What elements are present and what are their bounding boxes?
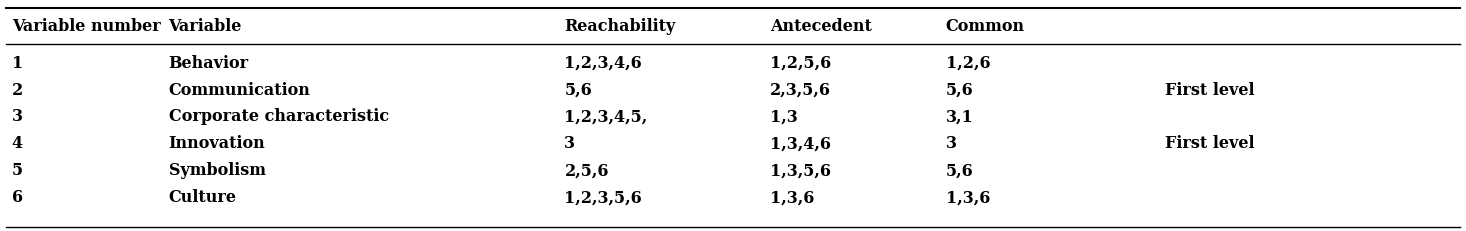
Text: 2,3,5,6: 2,3,5,6 — [770, 81, 831, 98]
Text: 3: 3 — [12, 108, 23, 125]
Text: Culture: Culture — [169, 188, 236, 205]
Text: 1,3,5,6: 1,3,5,6 — [770, 161, 831, 179]
Text: 1,2,3,5,6: 1,2,3,5,6 — [564, 188, 642, 205]
Text: 5: 5 — [12, 161, 23, 179]
Text: Corporate characteristic: Corporate characteristic — [169, 108, 388, 125]
Text: 4: 4 — [12, 135, 23, 152]
Text: 1,3,4,6: 1,3,4,6 — [770, 135, 831, 152]
Text: Variable number: Variable number — [12, 18, 160, 35]
Text: 5,6: 5,6 — [946, 81, 973, 98]
Text: Behavior: Behavior — [169, 54, 249, 71]
Text: 1,2,5,6: 1,2,5,6 — [770, 54, 831, 71]
Text: 1,2,3,4,5,: 1,2,3,4,5, — [564, 108, 648, 125]
Text: First level: First level — [1165, 135, 1255, 152]
Text: 1,3,6: 1,3,6 — [946, 188, 990, 205]
Text: 1,2,6: 1,2,6 — [946, 54, 990, 71]
Text: 6: 6 — [12, 188, 23, 205]
Text: 1,2,3,4,6: 1,2,3,4,6 — [564, 54, 642, 71]
Text: Symbolism: Symbolism — [169, 161, 265, 179]
Text: Communication: Communication — [169, 81, 311, 98]
Text: Reachability: Reachability — [564, 18, 676, 35]
Text: 3: 3 — [946, 135, 957, 152]
Text: Common: Common — [946, 18, 1025, 35]
Text: 3: 3 — [564, 135, 576, 152]
Text: Variable: Variable — [169, 18, 242, 35]
Text: 1,3: 1,3 — [770, 108, 798, 125]
Text: 5,6: 5,6 — [946, 161, 973, 179]
Text: First level: First level — [1165, 81, 1255, 98]
Text: 1: 1 — [12, 54, 23, 71]
Text: Antecedent: Antecedent — [770, 18, 871, 35]
Text: Innovation: Innovation — [169, 135, 265, 152]
Text: 5,6: 5,6 — [564, 81, 592, 98]
Text: 2,5,6: 2,5,6 — [564, 161, 608, 179]
Text: 3,1: 3,1 — [946, 108, 973, 125]
Text: 2: 2 — [12, 81, 23, 98]
Text: 1,3,6: 1,3,6 — [770, 188, 814, 205]
